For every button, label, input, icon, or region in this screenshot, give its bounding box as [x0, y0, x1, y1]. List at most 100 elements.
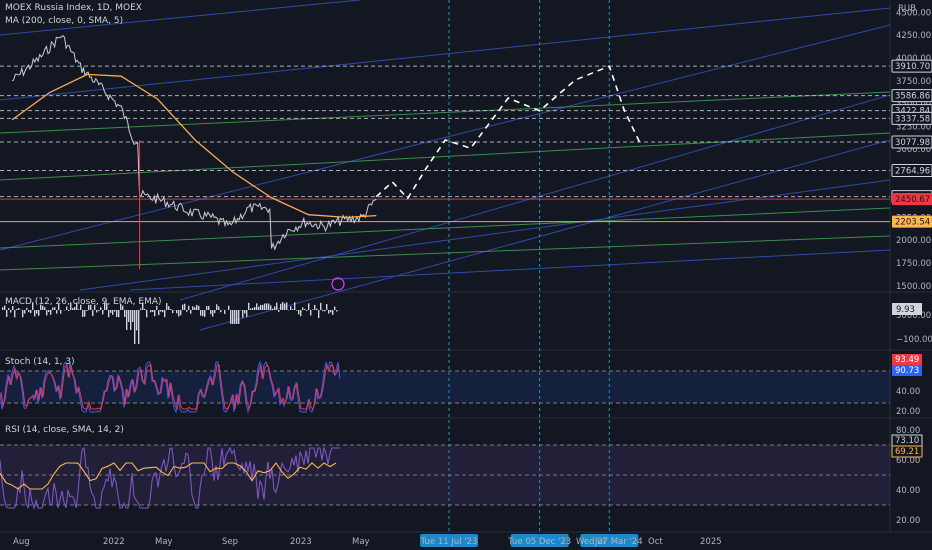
- stoch-tick-label: 40.00: [896, 387, 920, 397]
- macd-histogram-bar: [160, 310, 162, 312]
- price-level-badge: [892, 193, 932, 206]
- macd-histogram-bar: [310, 310, 312, 316]
- rsi-value-badge: [891, 445, 923, 458]
- macd-histogram-bar: [10, 310, 12, 313]
- macd-histogram-bar: [84, 310, 86, 317]
- macd-histogram-bar: [232, 310, 234, 324]
- macd-histogram-bar: [164, 310, 166, 318]
- macd-histogram-bar: [208, 305, 210, 310]
- price-level-badge: [891, 59, 932, 73]
- macd-histogram-bar: [56, 310, 58, 314]
- macd-histogram-bar: [122, 305, 124, 310]
- macd-histogram-bar: [42, 305, 44, 310]
- price-tick-label: 1750.00: [896, 259, 931, 269]
- macd-histogram-bar: [76, 302, 78, 310]
- stoch-value-label: 90.73: [895, 366, 919, 376]
- macd-histogram-bar: [32, 302, 34, 310]
- macd-histogram-bar: [168, 306, 170, 310]
- price-level-badge: [891, 135, 932, 149]
- channel-line: [0, 235, 891, 271]
- macd-histogram-bar: [254, 306, 256, 310]
- currency-label: RUB: [898, 4, 916, 14]
- macd-histogram-bar: [74, 307, 76, 310]
- price-level-label: 3910.70: [895, 62, 930, 72]
- macd-histogram-bar: [198, 305, 200, 310]
- macd-histogram-bar: [68, 310, 70, 312]
- macd-histogram-bar: [140, 308, 142, 310]
- macd-histogram-bar: [266, 303, 268, 310]
- price-level-badge: [891, 89, 932, 103]
- macd-histogram-bar: [186, 310, 188, 312]
- macd-histogram-bar: [228, 305, 230, 310]
- macd-histogram-bar: [324, 310, 326, 312]
- channel-line: [0, 132, 891, 181]
- macd-histogram-bar: [308, 303, 310, 310]
- price-level-label: 3422.84: [895, 107, 930, 117]
- macd-histogram-bar: [258, 306, 260, 310]
- macd-histogram-bar: [90, 304, 92, 310]
- macd-histogram-bar: [196, 304, 198, 310]
- price-level-label: 2450.67: [895, 195, 930, 205]
- macd-histogram-bar: [304, 308, 306, 310]
- date-marker-badge: [420, 534, 479, 547]
- macd-value-label: 9.93: [896, 305, 915, 315]
- macd-histogram-bar: [152, 310, 154, 313]
- channel-line: [0, 91, 891, 134]
- macd-histogram-bar: [54, 307, 56, 310]
- macd-histogram-bar: [260, 304, 262, 310]
- time-axis-label: Oct: [648, 537, 663, 547]
- macd-histogram-bar: [256, 303, 258, 310]
- macd-histogram-bar: [264, 303, 266, 310]
- macd-histogram-bar: [50, 310, 52, 315]
- macd-histogram-bar: [136, 310, 138, 331]
- macd-histogram-bar: [96, 310, 98, 313]
- macd-histogram-bar: [128, 310, 130, 322]
- macd-histogram-bar: [118, 310, 120, 318]
- macd-histogram-bar: [58, 303, 60, 310]
- macd-histogram-bar: [322, 310, 324, 312]
- macd-histogram-bar: [116, 310, 118, 318]
- price-level-label: 2764.96: [895, 167, 930, 177]
- macd-histogram-bar: [114, 310, 116, 312]
- trend-line: [199, 139, 891, 331]
- macd-histogram-bar: [218, 306, 220, 310]
- rsi-value-label: 73.10: [895, 436, 919, 446]
- macd-histogram-bar: [106, 303, 108, 310]
- macd-histogram-bar: [48, 310, 50, 312]
- stoch-value-badge: [892, 354, 922, 365]
- trend-line: [0, 7, 891, 101]
- macd-histogram-bar: [326, 304, 328, 310]
- macd-histogram-bar: [224, 310, 226, 314]
- macd-histogram-bar: [300, 310, 302, 317]
- rsi-tick-label: 60.00: [896, 456, 920, 466]
- macd-histogram-bar: [172, 310, 174, 314]
- macd-histogram-bar: [24, 310, 26, 314]
- macd-histogram-bar: [284, 303, 286, 310]
- macd-histogram-bar: [234, 310, 236, 324]
- price-tick-label: 3000.00: [896, 145, 931, 155]
- macd-histogram-bar: [108, 310, 110, 318]
- macd-histogram-bar: [248, 302, 250, 310]
- date-marker-badge: [580, 534, 639, 547]
- date-marker-label: Tue 11 Jul '23: [420, 537, 478, 547]
- macd-histogram-bar: [216, 304, 218, 310]
- macd-histogram-bar: [92, 310, 94, 317]
- macd-histogram-bar: [18, 308, 20, 310]
- price-tick-label: 2000.00: [896, 236, 931, 246]
- macd-histogram-bar: [306, 310, 308, 312]
- stoch-tick-label: 20.00: [896, 407, 920, 417]
- macd-histogram-bar: [126, 310, 128, 330]
- macd-histogram-bar: [162, 310, 164, 313]
- macd-histogram-bar: [98, 310, 100, 312]
- macd-histogram-bar: [238, 310, 240, 324]
- time-axis-label: Sep: [222, 537, 238, 547]
- price-level-badge: [891, 164, 932, 178]
- macd-histogram-bar: [280, 303, 282, 310]
- macd-histogram-bar: [120, 303, 122, 310]
- macd-histogram-bar: [70, 302, 72, 310]
- time-axis-label: Jul: [594, 537, 605, 547]
- macd-histogram-bar: [200, 310, 202, 316]
- stoch-value-label: 93.49: [895, 355, 919, 365]
